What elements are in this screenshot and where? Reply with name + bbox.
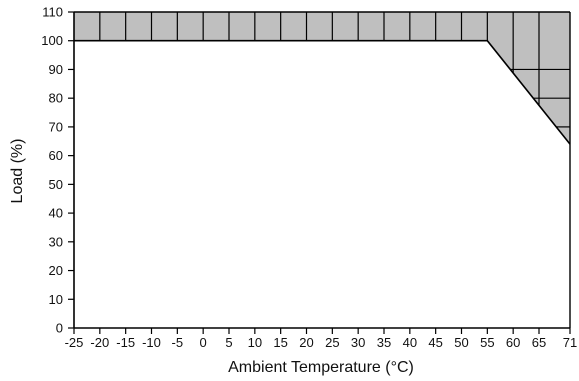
x-tick-label: 35 — [377, 335, 391, 350]
y-tick-label: 110 — [42, 5, 63, 20]
x-tick-label: 5 — [225, 335, 232, 350]
y-tick-label: 0 — [56, 321, 63, 336]
y-axis-title: Load (%) — [9, 139, 26, 204]
x-tick-label: 60 — [506, 335, 520, 350]
y-tick-label: 60 — [49, 148, 63, 163]
x-tick-label: 0 — [200, 335, 207, 350]
x-axis-ticks: -25 -20 -15 -10 -5 0 5 10 15 20 25 30 35 40 45 50 55 60 65… — [65, 328, 577, 350]
shaded-region-grid — [99, 12, 570, 128]
x-tick-label: 25 — [325, 335, 339, 350]
x-tick-label: -25 — [65, 335, 84, 350]
y-tick-label: 40 — [49, 206, 63, 221]
derating-curve — [74, 39, 571, 145]
y-tick-label: 30 — [49, 234, 63, 249]
x-tick-label: -20 — [90, 335, 109, 350]
shaded-region — [74, 12, 570, 145]
y-axis-ticks: 0 10 20 30 40 50 60 70 80 90 100 110 — [41, 5, 74, 336]
shaded-area — [74, 12, 570, 145]
x-tick-label: 50 — [454, 335, 468, 350]
x-axis-title: Ambient Temperature (°C) — [228, 359, 414, 376]
y-tick-label: 10 — [49, 292, 63, 307]
x-tick-label: 45 — [428, 335, 442, 350]
x-tick-label: 15 — [273, 335, 287, 350]
y-tick-label: 20 — [49, 263, 63, 278]
y-tick-label: 70 — [49, 119, 63, 134]
y-tick-label: 90 — [49, 62, 63, 77]
x-tick-label: 71 — [563, 335, 577, 350]
x-tick-label: 40 — [403, 335, 417, 350]
x-tick-label: -5 — [172, 335, 184, 350]
axes — [73, 11, 571, 329]
x-tick-label: 30 — [351, 335, 365, 350]
x-tick-label: 55 — [480, 335, 494, 350]
x-tick-label: -10 — [142, 335, 161, 350]
x-tick-label: 10 — [248, 335, 262, 350]
y-tick-label: 50 — [49, 177, 63, 192]
y-tick-label: 100 — [41, 33, 63, 48]
x-tick-label: 20 — [299, 335, 313, 350]
y-tick-label: 80 — [49, 91, 63, 106]
series-line — [74, 39, 571, 145]
x-tick-label: -15 — [116, 335, 135, 350]
x-tick-label: 65 — [532, 335, 546, 350]
